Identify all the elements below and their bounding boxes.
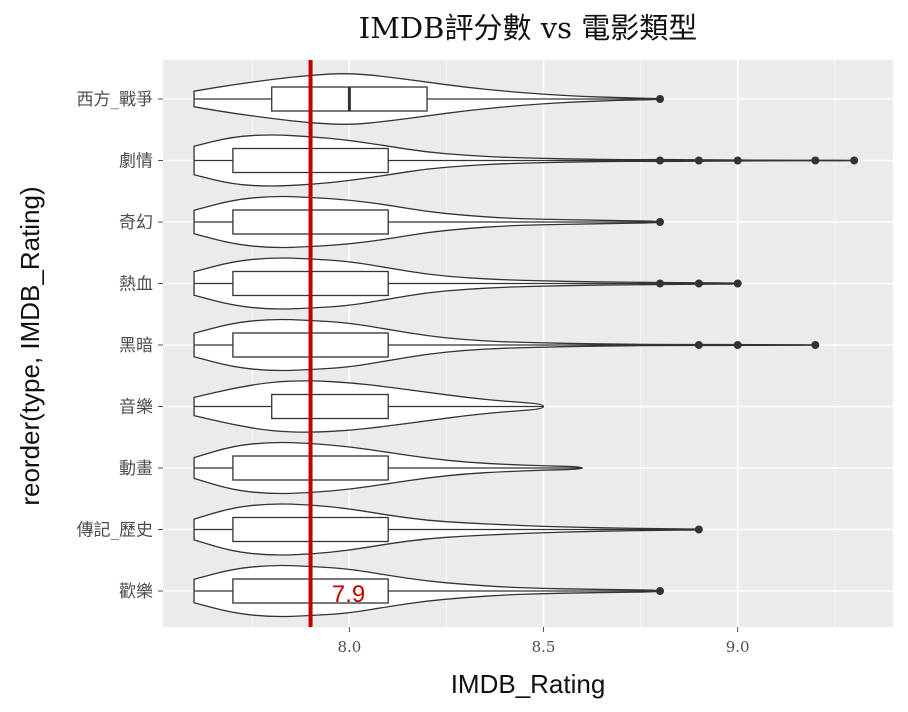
outlier-point bbox=[694, 341, 703, 349]
x-tick-label: 9.0 bbox=[726, 638, 750, 656]
outlier-point bbox=[656, 587, 665, 595]
x-axis-title: IMDB_Rating bbox=[451, 669, 606, 699]
outlier-point bbox=[811, 156, 820, 165]
x-tick-label: 8.0 bbox=[337, 638, 361, 656]
violin-group bbox=[193, 503, 703, 556]
violin-group bbox=[193, 380, 545, 433]
reference-line-layer: 7.9 bbox=[308, 60, 365, 627]
y-tick-label: 西方_戰爭 bbox=[77, 90, 154, 110]
outlier-point bbox=[694, 156, 703, 165]
chart-title: IMDB評分數 vs 電影類型 bbox=[359, 11, 697, 45]
y-tick-label: 黑暗 bbox=[119, 336, 153, 356]
y-tick-label: 動畫 bbox=[119, 459, 153, 479]
outlier-point bbox=[733, 156, 742, 165]
violin-group bbox=[193, 441, 584, 495]
outlier-point bbox=[694, 525, 703, 534]
outlier-point bbox=[656, 279, 665, 288]
y-tick-label: 劇情 bbox=[119, 152, 153, 172]
box-iqr bbox=[271, 393, 389, 420]
y-tick-label: 歡樂 bbox=[119, 582, 153, 602]
x-axis-tick-labels: 8.0 8.5 9.0 bbox=[337, 627, 750, 656]
y-axis-title: reorder(type, IMDB_Rating) bbox=[15, 186, 45, 505]
plot-area: 7.9 bbox=[163, 60, 893, 627]
outlier-point bbox=[733, 341, 742, 349]
x-tick-label: 8.5 bbox=[532, 638, 556, 656]
y-tick-label: 音樂 bbox=[119, 398, 153, 418]
y-tick-label: 熱血 bbox=[119, 275, 153, 295]
outlier-point bbox=[694, 279, 703, 288]
outlier-point bbox=[733, 279, 742, 288]
outlier-point bbox=[656, 95, 665, 103]
outlier-point bbox=[656, 218, 665, 226]
outlier-point bbox=[850, 156, 859, 165]
outlier-point bbox=[811, 341, 820, 349]
y-tick-label: 傳記_歷史 bbox=[77, 521, 154, 541]
reference-line-label: 7.9 bbox=[332, 581, 365, 608]
y-tick-label: 奇幻 bbox=[119, 213, 153, 233]
outlier-point bbox=[656, 156, 665, 165]
